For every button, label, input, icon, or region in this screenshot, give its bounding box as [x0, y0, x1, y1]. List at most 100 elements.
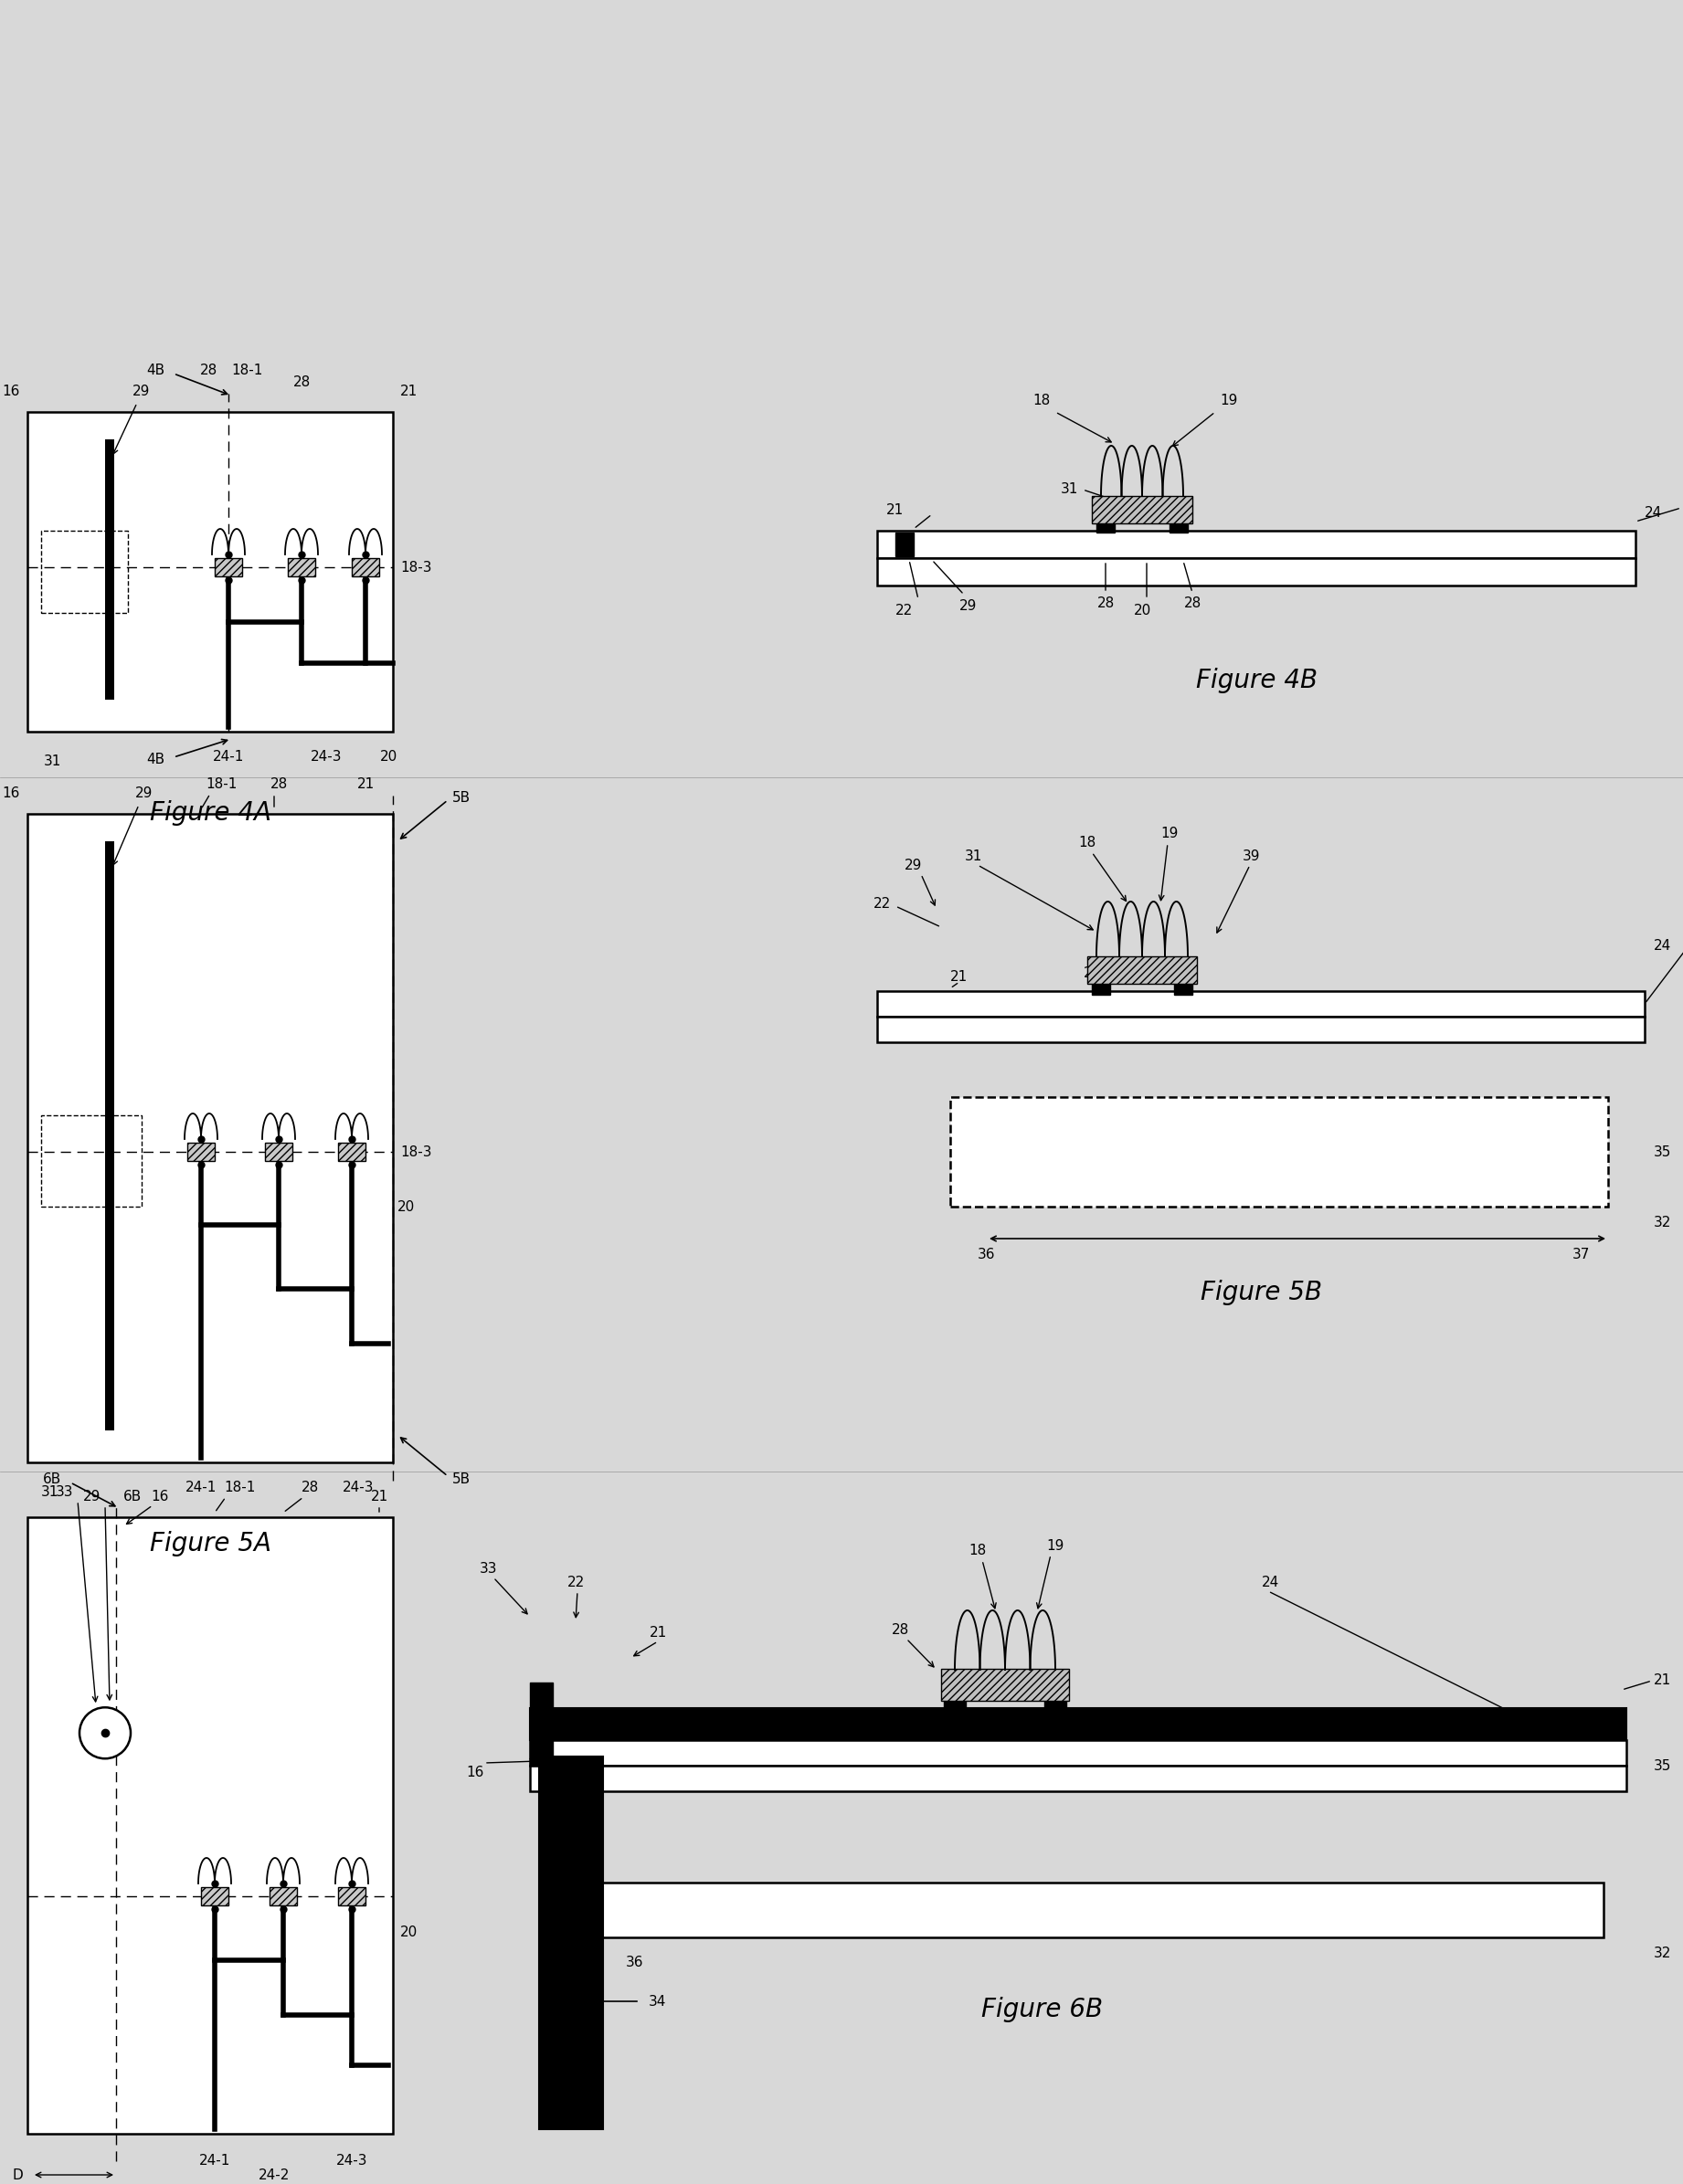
- Text: 33: 33: [56, 1485, 72, 1498]
- Bar: [530, 1682, 552, 1765]
- Text: 36: 36: [978, 1247, 995, 1262]
- Text: 31: 31: [964, 850, 981, 863]
- Bar: [530, 1765, 1626, 1791]
- Text: 24-1: 24-1: [199, 2153, 231, 2167]
- Text: 18: 18: [1033, 393, 1050, 408]
- Bar: [1092, 496, 1192, 524]
- Text: 22: 22: [567, 1575, 584, 1590]
- Text: 34: 34: [648, 1994, 666, 2007]
- Circle shape: [79, 1708, 131, 1758]
- Bar: [1170, 500, 1188, 533]
- Text: 18-3: 18-3: [401, 1144, 433, 1160]
- Text: 20: 20: [401, 1926, 417, 1939]
- Bar: [530, 1741, 1626, 1765]
- Text: Figure 6B: Figure 6B: [981, 1996, 1102, 2022]
- Text: 31: 31: [44, 753, 62, 769]
- Bar: [1096, 500, 1114, 533]
- Text: D: D: [12, 2169, 24, 2182]
- Text: 24-1: 24-1: [212, 749, 244, 764]
- Text: Figure 5A: Figure 5A: [150, 1531, 271, 1557]
- Bar: [877, 1016, 1644, 1042]
- Text: Figure 5B: Figure 5B: [1200, 1280, 1321, 1306]
- Text: 19: 19: [1220, 393, 1237, 408]
- Text: 28: 28: [1097, 596, 1114, 609]
- Text: 18: 18: [1079, 836, 1096, 850]
- Text: 5B: 5B: [453, 1472, 471, 1485]
- Bar: [599, 1883, 1604, 1937]
- Text: 31: 31: [1060, 483, 1079, 496]
- Bar: [941, 1669, 1069, 1701]
- Bar: [1092, 961, 1111, 994]
- Text: 24-3: 24-3: [337, 2153, 367, 2167]
- Bar: [288, 559, 315, 577]
- Bar: [200, 1887, 229, 1904]
- Text: 20: 20: [380, 749, 397, 764]
- Bar: [338, 1887, 365, 1904]
- Bar: [944, 1677, 966, 1712]
- Text: 28: 28: [1183, 596, 1202, 609]
- Bar: [877, 559, 1636, 585]
- Text: 29: 29: [135, 786, 153, 799]
- Text: 35: 35: [1654, 1758, 1671, 1773]
- Text: 29: 29: [133, 384, 150, 397]
- Bar: [269, 1887, 296, 1904]
- Bar: [530, 1708, 1626, 1741]
- Text: 35: 35: [1654, 1144, 1671, 1160]
- Text: 4B: 4B: [146, 365, 165, 378]
- Text: Figure 4B: Figure 4B: [1195, 668, 1318, 692]
- Bar: [539, 1756, 603, 2129]
- Text: 21: 21: [951, 970, 968, 983]
- Bar: [338, 1142, 365, 1162]
- Text: 19: 19: [1161, 828, 1178, 841]
- Text: 4B: 4B: [146, 751, 165, 767]
- Text: 21: 21: [1654, 1673, 1671, 1688]
- Text: 24-3: 24-3: [311, 749, 342, 764]
- Text: 18: 18: [969, 1544, 986, 1557]
- Bar: [895, 533, 914, 557]
- Bar: [877, 992, 1644, 1016]
- Text: 29: 29: [82, 1489, 101, 1503]
- Bar: [1087, 957, 1197, 983]
- Text: 24: 24: [1654, 939, 1671, 952]
- Text: 21: 21: [357, 778, 374, 791]
- Text: 29: 29: [905, 858, 922, 871]
- Text: 22: 22: [873, 898, 890, 911]
- Text: 16: 16: [151, 1489, 168, 1503]
- Text: 28: 28: [200, 363, 217, 378]
- Text: 24-3: 24-3: [343, 1481, 374, 1494]
- Text: 24-1: 24-1: [185, 1481, 217, 1494]
- Text: 20: 20: [397, 1199, 416, 1214]
- Text: 32: 32: [1654, 1216, 1671, 1230]
- Text: 18-1: 18-1: [231, 363, 263, 378]
- Text: 28: 28: [301, 1481, 320, 1494]
- Text: 21: 21: [650, 1625, 666, 1640]
- Text: 22: 22: [895, 603, 912, 618]
- Text: 19: 19: [1047, 1540, 1064, 1553]
- Text: 6B: 6B: [123, 1489, 141, 1503]
- Bar: [1045, 1677, 1067, 1712]
- Bar: [215, 559, 242, 577]
- Text: 18-1: 18-1: [205, 778, 237, 791]
- Text: 31: 31: [40, 1485, 59, 1498]
- Bar: [27, 413, 392, 732]
- Text: 20: 20: [1133, 603, 1151, 618]
- Text: 37: 37: [1572, 1247, 1590, 1262]
- Bar: [264, 1142, 293, 1162]
- Text: 33: 33: [480, 1562, 498, 1575]
- Bar: [40, 1116, 141, 1206]
- Text: Figure 4A: Figure 4A: [150, 799, 271, 826]
- Text: 16: 16: [2, 384, 20, 397]
- Bar: [877, 531, 1636, 559]
- Text: 16: 16: [2, 786, 20, 799]
- Bar: [352, 559, 379, 577]
- Text: 21: 21: [401, 384, 417, 397]
- Text: 28: 28: [892, 1623, 909, 1636]
- Bar: [27, 1518, 392, 2134]
- Text: 6B: 6B: [42, 1472, 61, 1485]
- Bar: [40, 531, 128, 614]
- Text: 16: 16: [466, 1765, 485, 1780]
- Text: 32: 32: [1654, 1946, 1671, 1961]
- Text: 24: 24: [1644, 505, 1663, 520]
- Text: 39: 39: [1242, 850, 1261, 863]
- Bar: [951, 1096, 1607, 1206]
